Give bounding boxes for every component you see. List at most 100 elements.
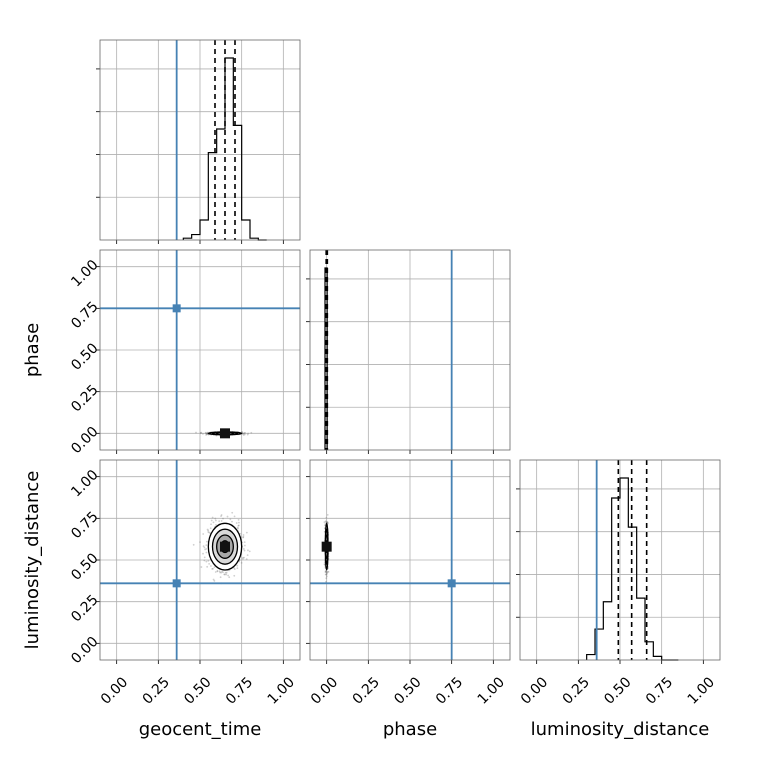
joint-geocent-time-luminosity-distance-sample <box>224 571 227 574</box>
joint-geocent-time-luminosity-distance-sample <box>192 543 195 546</box>
joint-geocent-time-luminosity-distance-sample <box>243 556 245 559</box>
joint-geocent-time-luminosity-distance-sample <box>212 521 215 524</box>
luminosity_distance-ytick-label-1: 0.25 <box>68 592 101 625</box>
y-label-luminosity-distance: luminosity_distance <box>22 471 43 650</box>
phase-xtick-label-3: 0.75 <box>433 674 466 707</box>
luminosity_distance-xtick-label-2: 0.50 <box>601 674 634 707</box>
joint-geocent-time-luminosity-distance-sample <box>207 559 210 562</box>
luminosity_distance-xtick-label-0: 0.00 <box>518 674 551 707</box>
joint-phase-luminosity-distance-sample <box>326 521 329 524</box>
joint-geocent-time-luminosity-distance-sample <box>218 520 221 523</box>
joint-geocent-time-luminosity-distance-sample <box>209 565 212 567</box>
phase-ytick-label-2: 0.50 <box>68 340 101 373</box>
geocent_time-xtick-label-3: 0.75 <box>223 674 256 707</box>
joint-geocent-time-luminosity-distance-sample <box>233 515 236 518</box>
luminosity_distance-ytick-label-3: 0.75 <box>68 509 101 542</box>
joint-geocent-time-luminosity-distance-sample <box>216 570 219 573</box>
joint-geocent-time-luminosity-distance-sample <box>238 521 240 524</box>
joint-geocent-time-luminosity-distance-sample <box>212 567 214 570</box>
joint-geocent-time-luminosity-distance-sample <box>211 568 214 570</box>
y-label-phase: phase <box>22 323 43 377</box>
phase-xtick-label-1: 0.25 <box>350 674 383 707</box>
joint-geocent-time-luminosity-distance-sample <box>202 545 205 548</box>
joint-geocent-time-luminosity-distance-sample <box>245 558 248 561</box>
joint-geocent-time-luminosity-distance-sample <box>202 552 204 555</box>
joint-geocent-time-luminosity-distance-sample <box>237 524 240 527</box>
joint-geocent-time-luminosity-distance-sample <box>214 517 217 520</box>
joint-geocent-time-luminosity-distance-sample <box>200 566 203 568</box>
joint-phase-luminosity-distance-sample <box>324 520 327 523</box>
joint-phase-luminosity-distance-sample <box>326 521 328 523</box>
joint-geocent-time-luminosity-distance-sample <box>199 541 201 543</box>
joint-geocent-time-luminosity-distance-sample <box>226 515 229 518</box>
joint-geocent-time-luminosity-distance-truth-marker <box>172 579 181 588</box>
phase-ytick-label-1: 0.25 <box>68 382 101 415</box>
joint-geocent-time-phase-truth-marker <box>172 304 181 313</box>
joint-phase-luminosity-distance-sample <box>323 563 326 566</box>
joint-geocent-time-phase-sample <box>243 433 246 436</box>
x-label-luminosity-distance: luminosity_distance <box>531 719 710 740</box>
joint-geocent-time-phase-sample <box>202 433 204 435</box>
joint-geocent-time-luminosity-distance-sample <box>228 576 231 579</box>
joint-phase-luminosity-distance-sample <box>324 524 326 527</box>
joint-geocent-time-luminosity-distance-sample <box>229 518 232 521</box>
hist-phase-frame <box>309 249 511 451</box>
hist-luminosity-distance-step <box>586 477 679 661</box>
hist-phase-panel <box>306 249 511 454</box>
geocent_time-xtick-label-2: 0.50 <box>181 674 214 707</box>
joint-geocent-time-luminosity-distance-sample <box>206 528 209 531</box>
joint-geocent-time-luminosity-distance-sample <box>247 549 249 552</box>
hist-geocent-time-step <box>182 57 267 241</box>
phase-xtick-label-0: 0.00 <box>308 674 341 707</box>
phase-ytick-label-0: 0.00 <box>68 424 101 457</box>
joint-geocent-time-luminosity-distance-sample <box>209 527 212 530</box>
joint-geocent-time-luminosity-distance-sample <box>205 548 208 550</box>
joint-geocent-time-luminosity-distance-sample <box>225 571 228 574</box>
joint-geocent-time-luminosity-distance-sample <box>248 550 251 553</box>
joint-geocent-time-phase-sample <box>244 431 246 434</box>
phase-ytick-label-4: 1.00 <box>68 257 101 290</box>
joint-geocent-time-phase-sample <box>205 434 208 436</box>
joint-geocent-time-luminosity-distance-sample <box>237 524 240 527</box>
joint-phase-luminosity-distance-sample <box>323 521 326 524</box>
joint-phase-luminosity-distance-sample <box>324 570 327 573</box>
joint-geocent-time-phase-sample <box>199 432 202 435</box>
joint-geocent-time-phase-sample <box>205 432 208 435</box>
joint-geocent-time-phase-sample <box>199 432 202 435</box>
joint-geocent-time-luminosity-distance-sample <box>225 573 228 576</box>
hist-geocent-time-frame <box>99 39 301 241</box>
joint-geocent-time-phase-sample <box>205 432 208 435</box>
joint-geocent-time-luminosity-distance-sample <box>222 517 224 520</box>
joint-phase-luminosity-distance-frame <box>309 459 511 661</box>
joint-geocent-time-luminosity-distance-sample <box>235 522 238 524</box>
x-label-geocent-time: geocent_time <box>139 719 262 740</box>
hist-luminosity-distance-panel <box>516 459 721 664</box>
joint-geocent-time-luminosity-distance-sample <box>203 556 206 559</box>
joint-geocent-time-luminosity-distance-sample <box>208 562 211 565</box>
joint-geocent-time-phase-sample <box>204 432 207 435</box>
joint-geocent-time-luminosity-distance-sample <box>208 531 211 534</box>
luminosity_distance-ytick-label-4: 1.00 <box>68 467 101 500</box>
joint-geocent-time-luminosity-distance-sample <box>245 531 248 534</box>
joint-geocent-time-luminosity-distance-sample <box>210 519 213 522</box>
joint-geocent-time-luminosity-distance-sample <box>231 511 234 514</box>
joint-phase-luminosity-distance-panel <box>306 459 511 664</box>
joint-geocent-time-luminosity-distance-sample <box>216 570 219 572</box>
joint-phase-luminosity-distance-sample <box>325 570 327 573</box>
joint-geocent-time-luminosity-distance-sample <box>242 534 245 536</box>
joint-geocent-time-luminosity-distance-sample <box>220 515 222 518</box>
joint-geocent-time-luminosity-distance-sample <box>215 519 217 522</box>
joint-geocent-time-luminosity-distance-sample <box>240 561 243 564</box>
hist-geocent-time-panel <box>96 39 301 244</box>
joint-geocent-time-phase-panel <box>96 249 301 454</box>
joint-phase-luminosity-distance-sample <box>325 580 327 583</box>
joint-geocent-time-phase-sample <box>241 432 244 435</box>
joint-geocent-time-luminosity-distance-sample <box>206 565 209 568</box>
joint-geocent-time-luminosity-distance-sample <box>220 520 223 522</box>
joint-geocent-time-luminosity-distance-sample <box>233 568 236 570</box>
phase-ytick-label-3: 0.75 <box>68 299 101 332</box>
joint-geocent-time-luminosity-distance-sample <box>214 571 217 573</box>
joint-geocent-time-phase-sample <box>242 432 245 435</box>
joint-geocent-time-luminosity-distance-sample <box>207 531 210 533</box>
